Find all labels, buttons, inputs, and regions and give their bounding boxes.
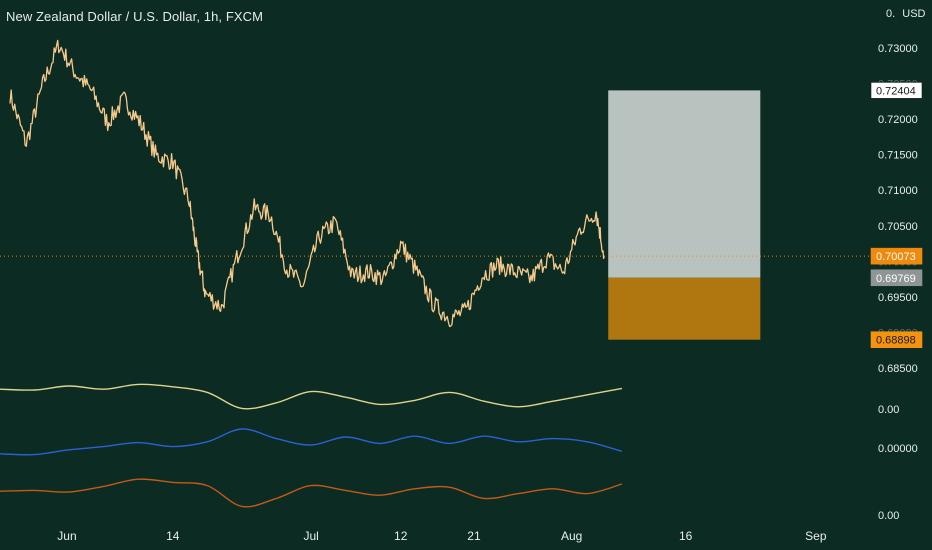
price-tag-label-stop: 0.68898 [876, 335, 916, 347]
currency-label[interactable]: 0. USD [886, 8, 925, 20]
x-tick-label: 16 [679, 529, 693, 543]
y-tick-label: 0.72000 [878, 114, 918, 126]
price-tag-target [870, 82, 923, 99]
price-tag-label-entry: 0.69769 [876, 273, 916, 285]
y-tick-label: 0.69500 [878, 292, 918, 304]
x-tick-label: Jun [57, 529, 76, 543]
y-tick-label: 0.71000 [878, 185, 918, 197]
price-tag-label-last-price: 0.70073 [876, 251, 916, 263]
x-tick-label: Jul [304, 529, 319, 543]
target-zone [608, 90, 761, 278]
oscillator-line-1 [0, 383, 623, 410]
stop-zone [608, 277, 761, 340]
x-tick-label: Aug [561, 529, 582, 543]
y-tick-label: 0.71500 [878, 150, 918, 162]
x-tick-label: 14 [166, 529, 180, 543]
y-tick-label: 0.70500 [878, 221, 918, 233]
oscillator-line-3 [0, 478, 623, 508]
y-tick-label: 0.68500 [878, 363, 918, 375]
oscillator-scale-label: 0.00000 [878, 443, 918, 455]
oscillator-line-2 [0, 428, 623, 456]
scale-glyph: 0. [886, 8, 896, 20]
oscillator-scale-label: 0.00 [878, 510, 899, 522]
x-tick-label: Sep [805, 529, 827, 543]
oscillator-scale-label: 0.00 [878, 404, 899, 416]
price-tag-label-target: 0.72404 [876, 85, 916, 97]
y-tick-label: 0.73000 [878, 43, 918, 55]
price-line [9, 39, 605, 328]
price-tag-stop [870, 331, 923, 348]
currency-code: USD [902, 8, 926, 20]
symbol-title[interactable]: New Zealand Dollar / U.S. Dollar, 1h, FX… [6, 9, 264, 24]
x-tick-label: 21 [467, 529, 481, 543]
price-tag-entry [870, 269, 923, 287]
price-tag-last-price [870, 247, 923, 265]
x-tick-label: 12 [394, 529, 408, 543]
